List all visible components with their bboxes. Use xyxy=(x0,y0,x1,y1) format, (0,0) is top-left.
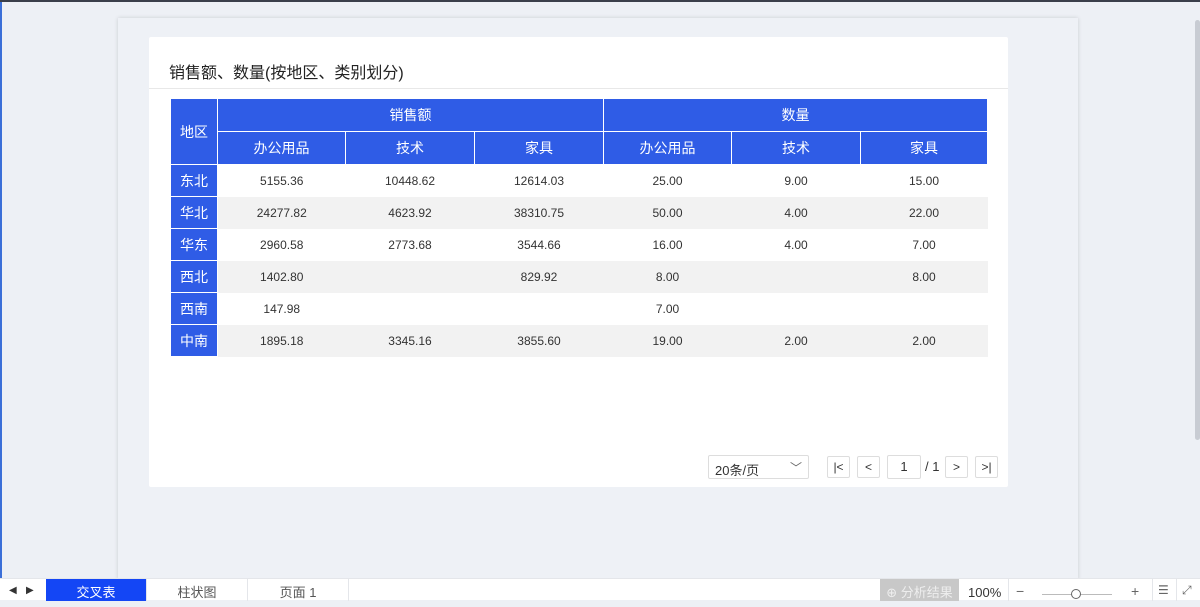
left-edge-accent xyxy=(0,2,2,578)
table-cell: 19.00 xyxy=(603,324,732,357)
header-sales-category: 家具 xyxy=(474,131,604,165)
table-cell: 7.00 xyxy=(655,301,680,316)
analysis-label: 分析结果 xyxy=(900,585,953,600)
table-cell: 38310.75 xyxy=(474,196,604,229)
table-cell: 1402.80 xyxy=(217,260,346,293)
header-quantity-category: 办公用品 xyxy=(603,131,732,165)
zoom-level: 100% xyxy=(968,585,1002,600)
row-header-region: 华北 xyxy=(170,196,218,229)
table-cell: 4.00 xyxy=(784,237,808,252)
pagination: 20条/页 ﹀ |< < 1 / 1 > >| xyxy=(149,455,1008,479)
table-row: 西南 147.98 7.00 xyxy=(170,292,988,325)
page-total: / 1 xyxy=(925,459,940,474)
crosstab-table: 地区 销售额 数量 办公用品 技术 家具 办公用品 技术 家具 东北 5155.36 1044… xyxy=(170,98,988,357)
bottom-bar: ◀ ▶ 交叉表 柱状图 页面 1 ⊕ 分析结果 100% − + ☰ ⤢ xyxy=(0,578,1200,601)
header-group-quantity: 数量 xyxy=(603,98,988,132)
table-cell: 2773.68 xyxy=(388,237,432,252)
header-sales-category: 办公用品 xyxy=(217,131,346,165)
table-cell xyxy=(731,260,861,293)
zoom-slider-handle[interactable] xyxy=(1071,589,1081,599)
analysis-icon: ⊕ xyxy=(886,585,898,600)
fit-width-icon[interactable]: ☰ xyxy=(1158,583,1169,597)
window-top-border xyxy=(0,0,1200,2)
table-cell xyxy=(345,260,475,293)
tab-bar-chart[interactable]: 柱状图 xyxy=(147,579,248,601)
fullscreen-icon[interactable]: ⤢ xyxy=(1182,583,1192,597)
separator xyxy=(1152,579,1153,601)
table-cell: 15.00 xyxy=(908,173,940,188)
scroll-left-icon[interactable]: ◀ xyxy=(9,585,17,596)
title-divider xyxy=(149,88,1008,89)
page-number-input[interactable]: 1 xyxy=(887,455,921,479)
table-cell xyxy=(861,293,988,325)
table-cell: 1895.18 xyxy=(217,324,346,357)
table-row: 中南 1895.18 3345.16 3855.60 19.00 2.00 2.00 xyxy=(170,324,988,357)
table-cell xyxy=(346,293,475,325)
table-row: 华东 2960.58 2773.68 3544.66 16.00 4.00 7.00 xyxy=(170,228,988,261)
table-cell: 50.00 xyxy=(603,196,732,229)
table-cell: 3855.60 xyxy=(474,324,604,357)
table-cell: 3345.16 xyxy=(345,324,475,357)
row-header-region: 中南 xyxy=(170,324,218,357)
header-group-sales: 销售额 xyxy=(217,98,604,132)
table-cell: 147.98 xyxy=(263,301,301,316)
table-row: 东北 5155.36 10448.62 12614.03 25.00 9.00 15.00 xyxy=(170,164,988,197)
table-row: 西北 1402.80 829.92 8.00 8.00 xyxy=(170,260,988,293)
table-cell xyxy=(732,293,861,325)
scroll-right-icon[interactable]: ▶ xyxy=(26,585,34,596)
crosstab-card: 销售额、数量(按地区、类别划分) 地区 销售额 数量 办公用品 技术 家具 办公用品技… xyxy=(149,37,1008,487)
table-cell: 4623.92 xyxy=(345,196,475,229)
header-quantity-category: 家具 xyxy=(860,131,988,165)
chevron-down-icon: ﹀ xyxy=(789,461,802,475)
zoom-out-button[interactable]: − xyxy=(1016,583,1025,599)
table-cell: 8.00 xyxy=(603,260,732,293)
row-header-region: 西南 xyxy=(170,292,218,325)
analysis-result-button[interactable]: ⊕ 分析结果 xyxy=(880,579,959,601)
report-title: 销售额、数量(按地区、类别划分) xyxy=(169,65,404,82)
table-cell: 8.00 xyxy=(860,260,988,293)
table-cell: 2960.58 xyxy=(260,237,304,252)
table-cell xyxy=(475,293,604,325)
table-cell: 2.00 xyxy=(731,324,861,357)
table-cell: 12614.03 xyxy=(513,173,565,188)
row-header-region: 东北 xyxy=(170,164,218,197)
row-header-region: 华东 xyxy=(170,228,218,261)
header-sales-category: 技术 xyxy=(345,131,475,165)
table-cell: 5155.36 xyxy=(260,173,304,188)
header-quantity-category: 技术 xyxy=(731,131,861,165)
table-cell: 7.00 xyxy=(912,237,936,252)
table-cell: 22.00 xyxy=(860,196,988,229)
row-header-region: 西北 xyxy=(170,260,218,293)
table-cell: 16.00 xyxy=(652,237,683,252)
page-size-value: 20条/页 xyxy=(715,463,760,478)
prev-page-button[interactable]: < xyxy=(857,456,880,478)
separator xyxy=(1008,579,1009,601)
table-cell: 25.00 xyxy=(652,173,683,188)
next-page-button[interactable]: > xyxy=(945,456,968,478)
tab-crosstab[interactable]: 交叉表 xyxy=(46,579,147,601)
last-page-button[interactable]: >| xyxy=(975,456,998,478)
table-cell: 2.00 xyxy=(860,324,988,357)
table-row: 华北 24277.82 4623.92 38310.75 50.00 4.00 22.00 xyxy=(170,196,988,229)
page-size-select[interactable]: 20条/页 ﹀ xyxy=(708,455,809,479)
first-page-button[interactable]: |< xyxy=(827,456,850,478)
table-cell: 4.00 xyxy=(731,196,861,229)
table-cell: 24277.82 xyxy=(217,196,346,229)
tab-page-1[interactable]: 页面 1 xyxy=(248,579,349,601)
table-cell: 3544.66 xyxy=(517,237,561,252)
separator xyxy=(1176,579,1177,601)
header-region: 地区 xyxy=(170,98,218,165)
vertical-scrollbar[interactable] xyxy=(1195,20,1200,440)
table-cell: 829.92 xyxy=(474,260,604,293)
table-cell: 9.00 xyxy=(784,173,808,188)
zoom-in-button[interactable]: + xyxy=(1131,583,1140,599)
table-cell: 10448.62 xyxy=(384,173,436,188)
